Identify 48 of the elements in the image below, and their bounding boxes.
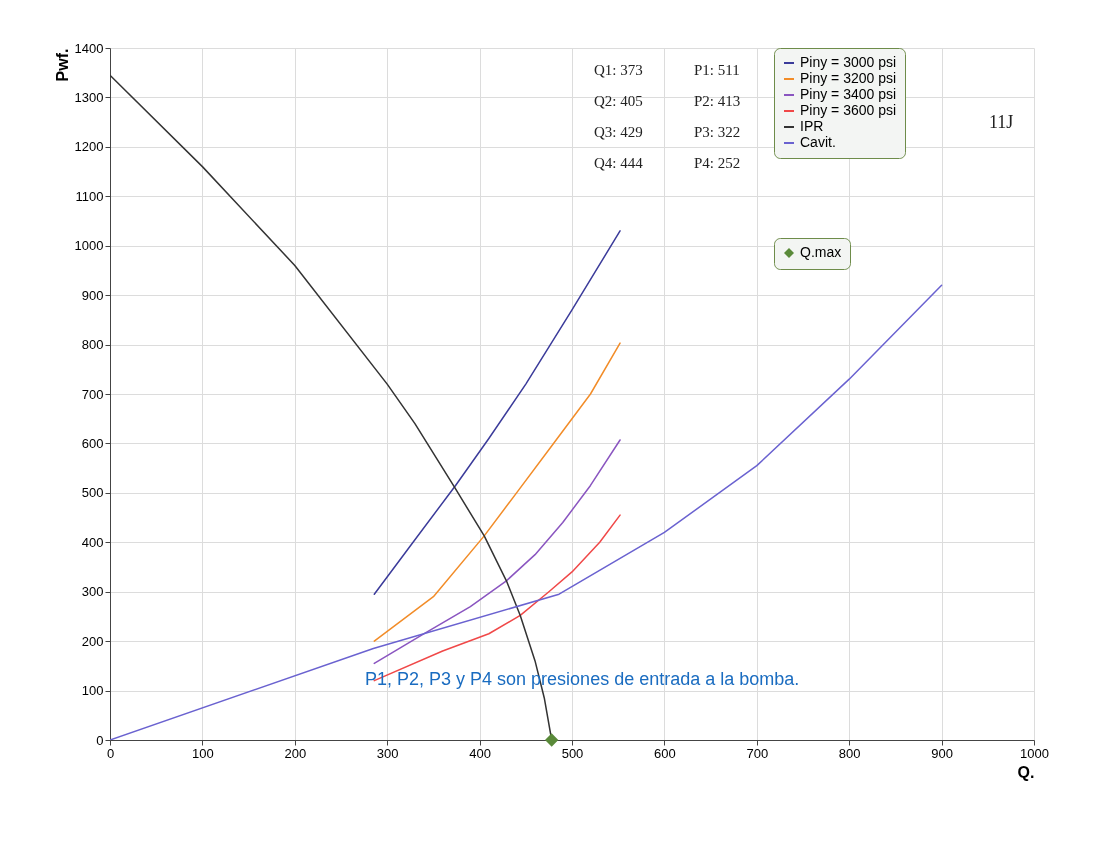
annotation: P3: 322 [694,124,741,140]
y-tick-label: 400 [81,534,104,550]
y-tick-label: 200 [81,633,104,649]
annotation: Q3: 429 [594,124,643,140]
legend-label: Piny = 3400 psi [800,86,897,102]
line-series [373,439,621,665]
y-tick-label: 1400 [74,40,104,56]
y-tick-label: 500 [81,485,104,501]
annotation: 11J [989,112,1014,132]
x-tick-label: 900 [931,745,953,761]
y-tick-label: 1100 [75,188,104,204]
legend-label: Cavit. [800,134,836,150]
x-tick-label: 600 [654,745,676,761]
y-tick-label: 700 [81,386,104,402]
line-series [110,284,943,740]
x-tick-label: 800 [838,745,861,761]
y-tick-label: 900 [81,287,104,303]
x-axis-title: Q. [1017,763,1035,781]
legend-label: Q.max [800,244,842,260]
x-tick-label: 1000 [1020,745,1049,761]
legend-label: Piny = 3200 psi [800,70,897,86]
y-tick-label: 800 [81,337,104,353]
x-tick-label: 300 [376,745,399,761]
legend-label: IPR [800,118,824,134]
x-tick-label: 700 [746,745,769,761]
y-tick-label: 1300 [74,89,104,105]
y-tick-label: 1200 [74,139,104,155]
annotation: P1: 511 [694,62,740,78]
annotation: Q4: 444 [594,155,644,171]
legend-label: Piny = 3600 psi [800,102,897,118]
legend-label: Piny = 3000 psi [800,54,897,70]
x-tick-label: 200 [284,745,307,761]
line-series [373,342,621,642]
y-tick-label: 1000 [74,238,104,254]
line-series [373,230,621,595]
annotation: Q1: 373 [594,62,643,78]
x-tick-label: 500 [561,745,584,761]
y-tick-label: 100 [81,683,104,699]
annotation: Q2: 405 [594,93,643,109]
y-tick-label: 0 [96,732,104,748]
x-tick-label: 0 [106,745,115,761]
y-tick-label: 600 [81,435,104,451]
annotation: P2: 413 [694,93,741,109]
x-tick-label: 400 [469,745,491,761]
y-axis-title: Pwf. [53,48,71,82]
annotation: P4: 252 [694,155,741,171]
y-tick-label: 300 [81,584,104,600]
x-tick-label: 100 [192,745,214,761]
